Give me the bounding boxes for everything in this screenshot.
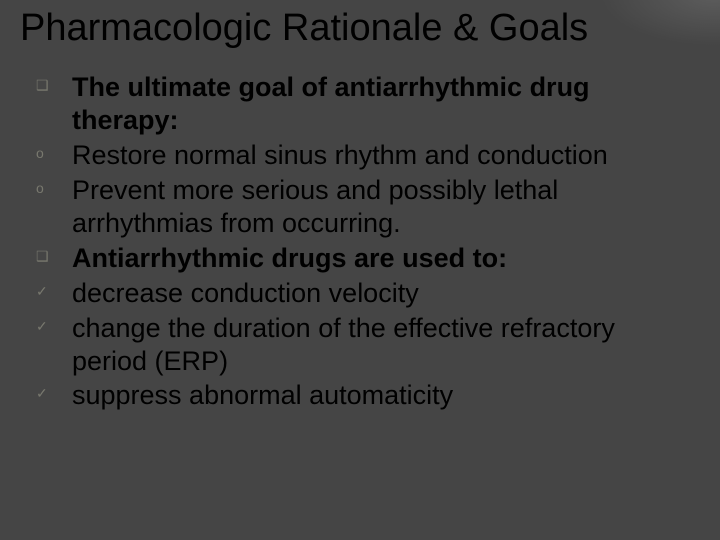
square-bullet-icon: ❑ — [36, 248, 60, 265]
slide-title: Pharmacologic Rationale & Goals — [20, 8, 694, 49]
circle-bullet-icon: o — [36, 180, 60, 197]
item-text: The ultimate goal of antiarrhythmic drug… — [72, 72, 590, 135]
item-text: Restore normal sinus rhythm and conducti… — [72, 140, 608, 170]
item-text: change the duration of the effective ref… — [72, 313, 615, 376]
bullet-list: ❑ The ultimate goal of antiarrhythmic dr… — [20, 71, 694, 412]
check-bullet-icon: ✓ — [36, 385, 60, 402]
square-bullet-icon: ❑ — [36, 77, 60, 94]
check-bullet-icon: ✓ — [36, 318, 60, 335]
circle-bullet-icon: o — [36, 145, 60, 162]
item-text: Antiarrhythmic drugs are used to: — [72, 243, 507, 273]
item-text: decrease conduction velocity — [72, 278, 419, 308]
list-item: o Prevent more serious and possibly leth… — [72, 174, 694, 240]
check-bullet-icon: ✓ — [36, 283, 60, 300]
list-item: ✓ suppress abnormal automaticity — [72, 379, 694, 412]
slide: Pharmacologic Rationale & Goals ❑ The ul… — [0, 0, 720, 540]
item-text: Prevent more serious and possibly lethal… — [72, 175, 558, 238]
list-item: ❑ The ultimate goal of antiarrhythmic dr… — [72, 71, 694, 137]
list-item: ✓ change the duration of the effective r… — [72, 312, 694, 378]
list-item: ❑ Antiarrhythmic drugs are used to: — [72, 242, 694, 275]
item-text: suppress abnormal automaticity — [72, 380, 453, 410]
list-item: ✓ decrease conduction velocity — [72, 277, 694, 310]
list-item: o Restore normal sinus rhythm and conduc… — [72, 139, 694, 172]
